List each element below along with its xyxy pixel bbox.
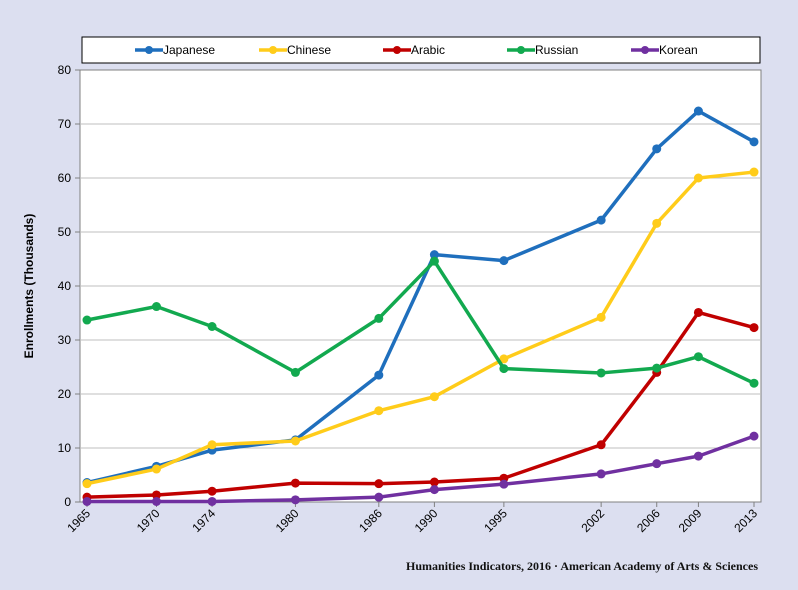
arabic-point <box>749 323 759 333</box>
japanese-point <box>693 106 703 116</box>
y-tick-label: 20 <box>58 387 72 401</box>
legend-label-chinese: Chinese <box>287 43 331 57</box>
korean-point <box>374 492 384 502</box>
series-korean <box>82 431 759 506</box>
x-tick-label: 1995 <box>481 506 510 535</box>
japanese-point <box>652 144 662 154</box>
chinese-point <box>499 354 509 364</box>
russian-point <box>374 313 384 323</box>
chinese-point <box>207 440 217 450</box>
japanese-point <box>499 256 509 266</box>
arabic-point <box>207 486 217 496</box>
korean-point <box>652 459 662 469</box>
chinese-point <box>374 406 384 416</box>
chinese-point <box>749 167 759 177</box>
russian-point <box>429 256 439 266</box>
y-tick-label: 70 <box>58 117 72 131</box>
legend-marker-korean <box>641 46 649 54</box>
legend-label-russian: Russian <box>535 43 578 57</box>
x-tick-label: 2013 <box>731 506 760 535</box>
korean-point <box>151 496 161 506</box>
arabic-point <box>429 477 439 487</box>
chinese-point <box>151 464 161 474</box>
korean-point <box>749 431 759 441</box>
korean-point <box>290 495 300 505</box>
source-credit: Humanities Indicators, 2016 · American A… <box>406 559 758 573</box>
russian-point <box>499 364 509 374</box>
chinese-point <box>693 173 703 183</box>
y-tick-label: 40 <box>58 279 72 293</box>
series-russian <box>82 256 759 388</box>
russian-point <box>749 378 759 388</box>
legend-item-korean: Korean <box>631 43 698 57</box>
x-tick-labels: 1965 1970 1974 1980 1986 1990 1995 2002 2006 2009… <box>64 506 760 535</box>
x-tick-label: 2009 <box>676 506 705 535</box>
gridlines <box>80 123 761 449</box>
arabic-point <box>151 490 161 500</box>
legend-item-japanese: Japanese <box>135 43 215 57</box>
series-lines <box>82 106 759 506</box>
x-tick-label: 1986 <box>356 506 385 535</box>
y-tick-label: 80 <box>58 63 72 77</box>
japanese-point <box>374 370 384 380</box>
russian-point <box>82 315 92 325</box>
korean-point <box>596 469 606 479</box>
y-tick-label: 30 <box>58 333 72 347</box>
russian-point <box>693 352 703 362</box>
legend-marker-chinese <box>269 46 277 54</box>
chinese-point <box>652 218 662 228</box>
legend-item-chinese: Chinese <box>259 43 331 57</box>
russian-point <box>207 322 217 331</box>
legend-item-russian: Russian <box>507 43 578 57</box>
legend-item-arabic: Arabic <box>383 43 445 57</box>
legend-label-arabic: Arabic <box>411 43 445 57</box>
y-tick-label: 60 <box>58 171 72 185</box>
russian-point <box>652 363 662 373</box>
x-tick-label: 1990 <box>412 506 441 535</box>
korean-point <box>207 496 217 506</box>
x-tick-label: 1965 <box>64 506 93 535</box>
russian-point <box>596 368 606 378</box>
korean-point <box>82 496 92 506</box>
chinese-point <box>429 392 439 402</box>
y-tick-label: 50 <box>58 225 72 239</box>
korean-point <box>429 485 439 495</box>
chinese-point <box>596 312 606 322</box>
legend-label-korean: Korean <box>659 43 698 57</box>
y-tick-label: 10 <box>58 441 72 455</box>
legend-marker-russian <box>517 46 525 54</box>
x-tick-label: 1980 <box>273 506 302 535</box>
series-chinese <box>82 167 759 489</box>
y-axis-label: Enrollments (Thousands) <box>22 214 36 359</box>
x-tick-label: 2006 <box>634 506 663 535</box>
arabic-point <box>290 478 300 488</box>
arabic-point <box>693 307 703 317</box>
legend-marker-arabic <box>393 46 401 54</box>
russian-point <box>151 302 161 312</box>
y-tick-label: 0 <box>64 495 71 509</box>
japanese-point <box>596 215 606 225</box>
y-tick-labels: 0 10 20 30 40 50 60 70 80 <box>58 63 72 509</box>
legend-label-japanese: Japanese <box>163 43 215 57</box>
chinese-point <box>290 436 300 446</box>
japanese-point <box>429 250 439 260</box>
x-tick-label: 1970 <box>134 506 163 535</box>
korean-point <box>499 479 509 489</box>
japanese-point <box>749 137 759 147</box>
russian-point <box>290 367 300 377</box>
arabic-point <box>374 479 384 489</box>
korean-point <box>693 451 703 461</box>
x-tick-label: 2002 <box>578 506 607 535</box>
legend: Japanese Chinese Arabic Russian Korean <box>81 36 761 64</box>
arabic-point <box>596 440 606 450</box>
legend-marker-japanese <box>145 46 153 54</box>
x-tick-label: 1974 <box>189 506 218 535</box>
chinese-point <box>82 479 92 489</box>
